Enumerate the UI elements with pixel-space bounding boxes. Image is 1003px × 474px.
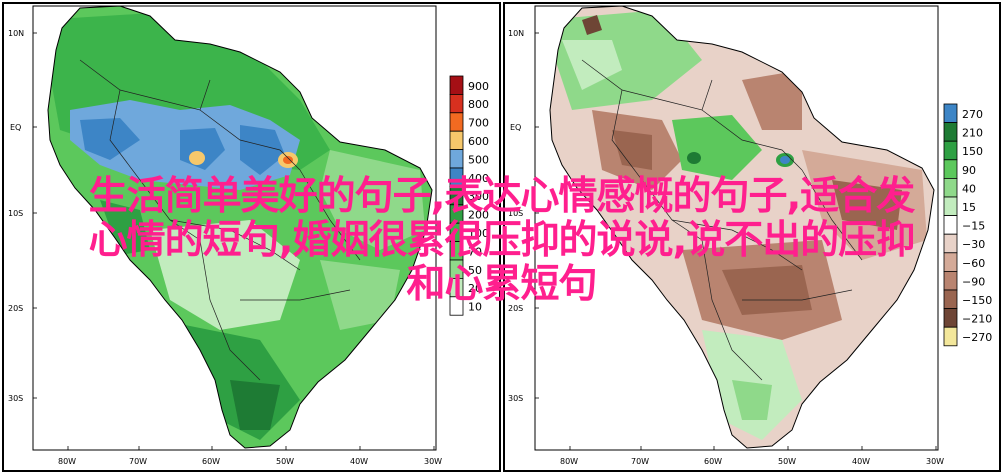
right-legend-label: −30 xyxy=(962,238,985,251)
right-legend-swatch xyxy=(943,326,958,347)
right-ticks xyxy=(535,32,937,450)
right-lon-label: 30W xyxy=(926,457,944,466)
left-legend-label: 300 xyxy=(468,190,489,203)
right-legend-label: 90 xyxy=(962,164,976,177)
right-legend-label: −270 xyxy=(962,331,992,344)
right-lon-label: 70W xyxy=(631,457,649,466)
left-legend-swatch xyxy=(449,241,464,261)
right-lat-label: 30S xyxy=(508,394,523,403)
right-lat-label: 20S xyxy=(508,304,523,313)
left-legend-swatch xyxy=(449,259,464,279)
left-legend-label: 20 xyxy=(468,282,482,295)
right-legend-swatch xyxy=(943,159,958,179)
right-coastline xyxy=(549,6,935,449)
left-legend-label: 400 xyxy=(468,172,489,185)
left-legend-label: 600 xyxy=(468,135,489,148)
right-map-bbox xyxy=(534,5,939,451)
right-lon-label: 80W xyxy=(560,457,578,466)
right-legend-label: −15 xyxy=(962,220,985,233)
right-legend: 270 210 150 90 40 15 −15 −30 −60 −90 −150 −210 −270 xyxy=(943,103,992,347)
right-lon-label: 50W xyxy=(778,457,796,466)
right-legend-swatch xyxy=(943,103,958,124)
right-legend-swatch xyxy=(943,196,958,217)
left-legend-swatch xyxy=(449,94,464,114)
left-legend-label: 10 xyxy=(468,301,482,314)
left-legend-label: 800 xyxy=(468,98,489,111)
right-legend-label: 270 xyxy=(962,108,983,121)
left-lat-label: 10S xyxy=(8,209,23,218)
left-legend-swatch xyxy=(449,149,464,169)
left-lat-ticks xyxy=(33,32,435,450)
right-legend-label: 210 xyxy=(962,127,983,140)
right-legend-label: −150 xyxy=(962,294,992,307)
right-legend-label: 40 xyxy=(962,182,976,195)
right-lat-label: 10N xyxy=(508,29,524,38)
left-legend-swatch xyxy=(449,167,464,187)
right-legend-swatch xyxy=(943,270,958,291)
right-lat-label: EQ xyxy=(510,123,521,132)
left-map-bbox xyxy=(32,5,437,451)
right-legend-label: −90 xyxy=(962,275,985,288)
left-borders xyxy=(79,59,361,381)
right-lat-label: 10S xyxy=(508,209,523,218)
left-legend-label: 50 xyxy=(468,264,482,277)
left-lon-label: 50W xyxy=(276,457,294,466)
left-legend-label: 900 xyxy=(468,80,489,93)
right-legend-label: −60 xyxy=(962,257,985,270)
left-legend-swatch xyxy=(449,185,464,206)
right-legend-label: 15 xyxy=(962,201,976,214)
right-legend-label: −210 xyxy=(962,313,992,326)
right-legend-swatch xyxy=(943,233,958,254)
right-legend-swatch xyxy=(943,289,958,310)
right-legend-label: 150 xyxy=(962,145,983,158)
left-legend-label: 100 xyxy=(468,227,489,240)
left-legend-swatch xyxy=(449,222,464,242)
left-legend-label: 70 xyxy=(468,245,482,258)
left-lon-label: 40W xyxy=(350,457,368,466)
right-legend-swatch xyxy=(943,140,958,161)
left-legend-label: 700 xyxy=(468,117,489,130)
right-borders xyxy=(581,59,863,381)
left-lat-label: 30S xyxy=(8,394,23,403)
right-lon-label: 60W xyxy=(704,457,722,466)
left-lat-label: EQ xyxy=(10,123,21,132)
right-map-frame xyxy=(503,2,1001,472)
left-legend-label: 500 xyxy=(468,153,489,166)
left-lat-label: 10N xyxy=(8,29,24,38)
right-legend-swatch xyxy=(943,177,958,198)
left-map-svg: 10N EQ 10S 20S 30S 80W 70W 60W 50W 40W 3… xyxy=(8,5,489,466)
right-lon-label: 40W xyxy=(852,457,870,466)
left-lat-label: 20S xyxy=(8,304,23,313)
left-lon-label: 30W xyxy=(424,457,442,466)
left-coastline xyxy=(47,6,433,449)
left-legend-swatch xyxy=(449,277,464,298)
left-lon-label: 60W xyxy=(202,457,220,466)
left-lon-label: 70W xyxy=(129,457,147,466)
right-map-svg: 10N EQ 10S 20S 30S 80W 70W 60W 50W 40W 3… xyxy=(508,5,992,466)
right-legend-swatch xyxy=(943,308,958,328)
left-legend-swatch xyxy=(449,75,464,95)
left-legend-swatch xyxy=(449,130,464,150)
right-legend-swatch xyxy=(943,122,958,142)
right-legend-swatch xyxy=(943,215,958,235)
left-legend-swatch xyxy=(449,112,464,132)
left-legend-swatch xyxy=(449,204,464,224)
right-legend-swatch xyxy=(943,252,958,272)
left-legend-label: 200 xyxy=(468,209,489,222)
left-legend: 900 800 700 600 500 400 300 200 100 70 50 20 10 xyxy=(449,75,489,316)
left-lon-label: 80W xyxy=(58,457,76,466)
left-map-frame xyxy=(2,2,501,472)
left-map-panel: 10N EQ 10S 20S 30S 80W 70W 60W 50W 40W 3… xyxy=(0,0,503,474)
right-map-panel: 10N EQ 10S 20S 30S 80W 70W 60W 50W 40W 3… xyxy=(502,0,1003,474)
left-legend-swatch xyxy=(449,296,464,316)
